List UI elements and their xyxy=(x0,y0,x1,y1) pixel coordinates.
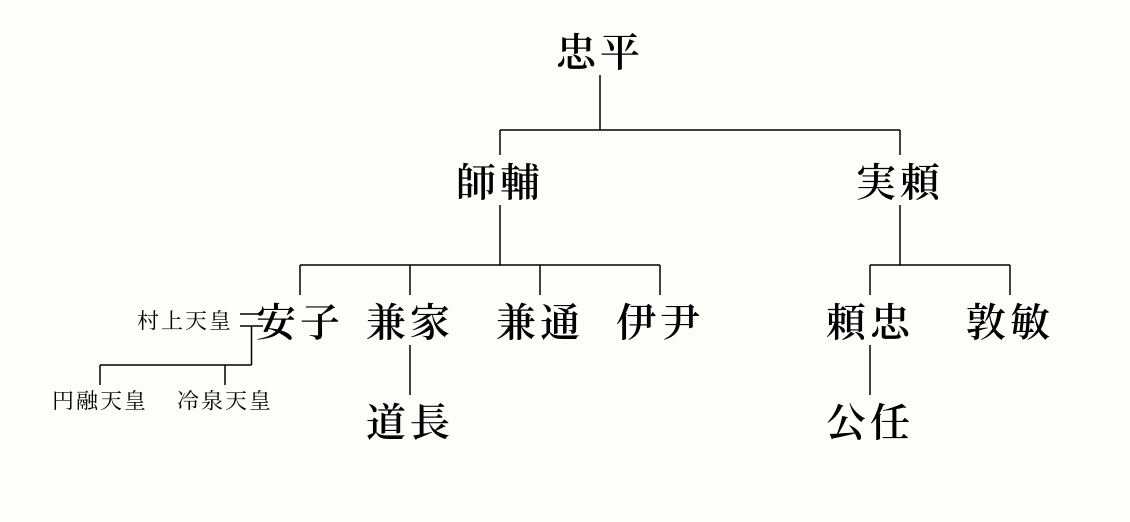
node-michinaga: 道長 xyxy=(366,392,454,449)
node-kinto: 公任 xyxy=(826,392,914,449)
node-saneyori: 実頼 xyxy=(856,152,944,209)
node-morosuke: 師輔 xyxy=(456,152,544,209)
node-reizei: 冷泉天皇 xyxy=(177,385,273,416)
node-enyu: 円融天皇 xyxy=(52,385,148,416)
node-kanemichi: 兼通 xyxy=(496,292,584,349)
node-anshi: 安子 xyxy=(256,292,344,349)
node-koretada: 伊尹 xyxy=(616,292,704,349)
node-murakami: 村上天皇 xyxy=(137,305,233,336)
node-kaneie: 兼家 xyxy=(366,292,454,349)
node-yoritada: 頼忠 xyxy=(826,292,914,349)
node-atsutoshi: 敦敏 xyxy=(966,292,1054,349)
node-tadahira: 忠平 xyxy=(556,22,644,79)
